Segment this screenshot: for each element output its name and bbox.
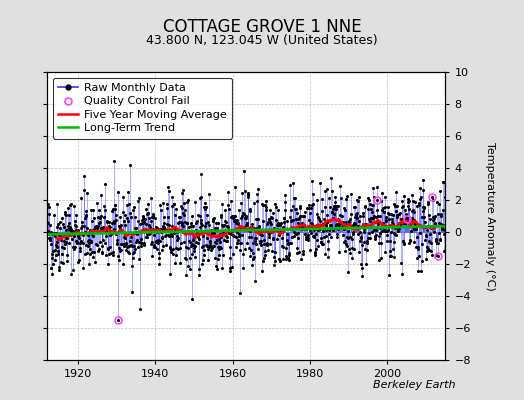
Text: COTTAGE GROVE 1 NNE: COTTAGE GROVE 1 NNE <box>162 18 362 36</box>
Text: Berkeley Earth: Berkeley Earth <box>374 380 456 390</box>
Y-axis label: Temperature Anomaly (°C): Temperature Anomaly (°C) <box>485 142 495 290</box>
Legend: Raw Monthly Data, Quality Control Fail, Five Year Moving Average, Long-Term Tren: Raw Monthly Data, Quality Control Fail, … <box>53 78 232 139</box>
Text: 43.800 N, 123.045 W (United States): 43.800 N, 123.045 W (United States) <box>146 34 378 47</box>
